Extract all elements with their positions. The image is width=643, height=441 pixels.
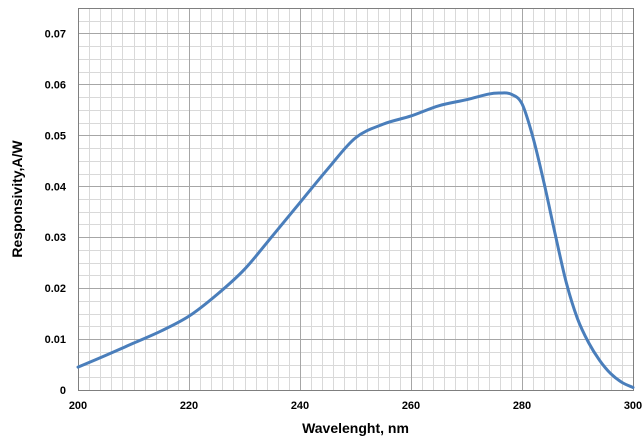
x-tick-label: 200 <box>69 400 87 412</box>
y-tick-label: 0.02 <box>45 283 66 295</box>
y-tick-label: 0.07 <box>45 28 66 40</box>
x-axis-title: Wavelenght, nm <box>302 420 409 436</box>
y-tick-label: 0.03 <box>45 232 66 244</box>
y-axis-title: Responsivity,A/W <box>9 140 25 258</box>
x-tick-label: 220 <box>180 400 198 412</box>
x-tick-label: 240 <box>291 400 309 412</box>
x-tick-label: 300 <box>624 400 642 412</box>
series-line <box>76 91 635 389</box>
y-tick-label: 0.01 <box>45 334 66 346</box>
y-tick-label: 0 <box>60 385 66 397</box>
y-tick-label: 0.04 <box>45 181 67 193</box>
minor-grid <box>78 8 634 391</box>
x-axis-tick-labels: 200 220 240 260 280 300 <box>69 400 642 412</box>
y-axis-tick-labels: 0 0.01 0.02 0.03 0.04 0.05 0.06 0.07 <box>45 28 67 397</box>
plot-area-frame <box>78 8 634 391</box>
y-tick-label: 0.06 <box>45 79 66 91</box>
x-tick-label: 280 <box>513 400 531 412</box>
x-tick-label: 260 <box>402 400 420 412</box>
y-tick-label: 0.05 <box>45 130 66 142</box>
